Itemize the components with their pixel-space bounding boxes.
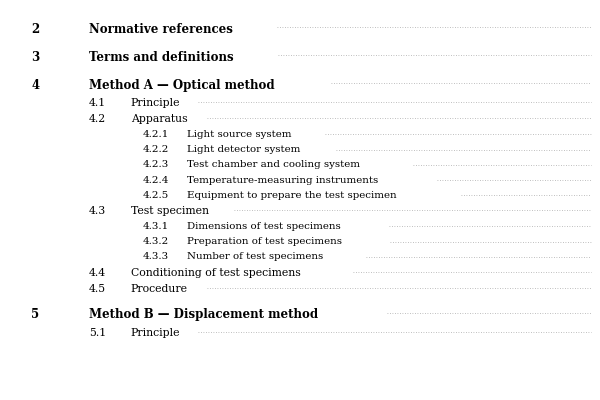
Text: Principle: Principle — [131, 98, 181, 108]
Text: Temperature-measuring instruments: Temperature-measuring instruments — [187, 176, 379, 185]
Text: 4.1: 4.1 — [89, 98, 106, 108]
Text: Equipment to prepare the test specimen: Equipment to prepare the test specimen — [187, 191, 397, 200]
Text: Principle: Principle — [131, 328, 181, 338]
Text: Test specimen: Test specimen — [131, 206, 209, 216]
Text: Apparatus: Apparatus — [131, 114, 187, 124]
Text: Test chamber and cooling system: Test chamber and cooling system — [187, 160, 360, 170]
Text: 4.3.3: 4.3.3 — [143, 252, 169, 262]
Text: Conditioning of test specimens: Conditioning of test specimens — [131, 268, 301, 278]
Text: Terms and definitions: Terms and definitions — [89, 51, 233, 64]
Text: Method A — Optical method: Method A — Optical method — [89, 79, 274, 92]
Text: 2: 2 — [31, 23, 40, 36]
Text: 4.2: 4.2 — [89, 114, 106, 124]
Text: 4.2.5: 4.2.5 — [143, 191, 169, 200]
Text: 5: 5 — [31, 308, 40, 322]
Text: Dimensions of test specimens: Dimensions of test specimens — [187, 222, 341, 231]
Text: Procedure: Procedure — [131, 284, 188, 294]
Text: 4.3.1: 4.3.1 — [143, 222, 169, 231]
Text: 4.5: 4.5 — [89, 284, 106, 294]
Text: 4.2.3: 4.2.3 — [143, 160, 169, 170]
Text: 4.2.1: 4.2.1 — [143, 130, 169, 139]
Text: 4: 4 — [31, 79, 40, 92]
Text: 4.3.2: 4.3.2 — [143, 237, 169, 246]
Text: 5.1: 5.1 — [89, 328, 106, 338]
Text: 4.2.2: 4.2.2 — [143, 145, 169, 154]
Text: 4.3: 4.3 — [89, 206, 106, 216]
Text: Method B — Displacement method: Method B — Displacement method — [89, 308, 318, 322]
Text: 3: 3 — [31, 51, 40, 64]
Text: Normative references: Normative references — [89, 23, 233, 36]
Text: Preparation of test specimens: Preparation of test specimens — [187, 237, 342, 246]
Text: Number of test specimens: Number of test specimens — [187, 252, 323, 262]
Text: Light detector system: Light detector system — [187, 145, 301, 154]
Text: Light source system: Light source system — [187, 130, 292, 139]
Text: 4.2.4: 4.2.4 — [143, 176, 169, 185]
Text: 4.4: 4.4 — [89, 268, 106, 278]
